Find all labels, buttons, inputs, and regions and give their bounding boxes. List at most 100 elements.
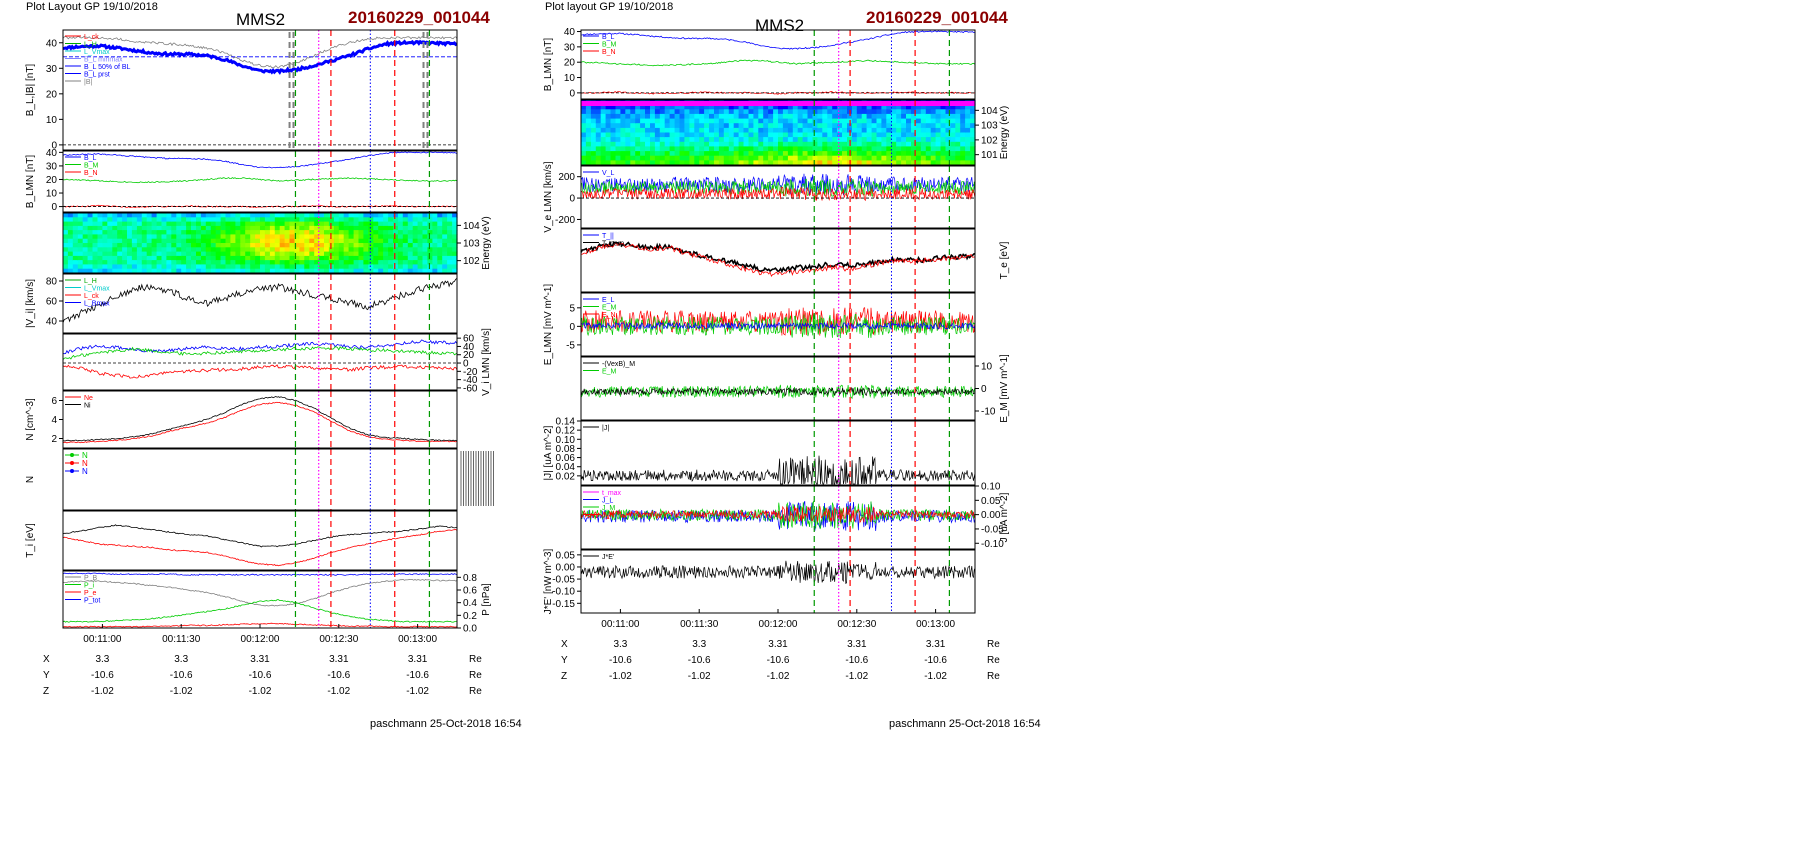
spectrogram-cell xyxy=(378,217,384,223)
y-tick-label: 0 xyxy=(569,194,575,205)
spectrogram-cell xyxy=(723,104,730,110)
spectrogram-cell xyxy=(235,243,241,248)
spectrogram-cell xyxy=(220,225,227,231)
spectrogram-cell xyxy=(264,243,271,248)
spectrogram-cell xyxy=(620,127,626,134)
legend-label: E_M xyxy=(602,305,617,312)
spectrogram-cell xyxy=(620,132,626,138)
spectrogram-cell xyxy=(353,238,360,244)
spectrogram-cell xyxy=(417,213,424,218)
spectrogram-cell xyxy=(837,155,843,161)
spectrogram-cell xyxy=(338,243,345,248)
spectrogram-cell xyxy=(851,137,858,143)
spectrogram-cell xyxy=(215,225,222,231)
spectrogram-cell xyxy=(378,243,384,248)
spectrogram-cell xyxy=(338,260,345,265)
spectrogram-cell xyxy=(353,260,360,265)
spectrogram-cell xyxy=(940,113,946,120)
spectrogram-cell xyxy=(674,118,681,124)
spectrogram-cell xyxy=(77,225,84,231)
spectrogram-cell xyxy=(363,238,369,244)
spectrogram-cell xyxy=(718,113,725,120)
spectrogram-cell xyxy=(353,234,360,240)
spectrogram-cell xyxy=(136,230,143,235)
spectrogram-cell xyxy=(807,104,813,110)
spectrogram-cell xyxy=(363,260,369,265)
spectrogram-cell xyxy=(122,238,128,244)
spectrogram-cell xyxy=(738,132,745,138)
spectrogram-cell xyxy=(659,151,666,157)
spectrogram-cell xyxy=(615,137,621,143)
spectrogram-cell xyxy=(920,127,927,134)
spectrogram-cell xyxy=(945,141,951,147)
left-footer: paschmann 25-Oct-2018 16:54 xyxy=(370,718,522,730)
spectrogram-cell xyxy=(709,109,715,115)
spectrogram-cell xyxy=(437,264,443,270)
spectrogram-cell xyxy=(773,160,779,166)
spectrogram-cell xyxy=(896,123,902,129)
spectrogram-cell xyxy=(186,217,192,223)
spectrogram-cell xyxy=(156,234,163,240)
spectrogram-cell xyxy=(753,118,759,124)
y-axis-label: T_e [eV] xyxy=(999,241,1010,279)
spectrogram-cell xyxy=(348,238,355,244)
spectrogram-cell xyxy=(970,146,976,152)
spectrogram-cell xyxy=(709,137,715,143)
spectrogram-cell xyxy=(709,118,715,124)
spectrogram-cell xyxy=(610,123,616,129)
spectrogram-cell xyxy=(728,118,735,124)
spectrogram-cell xyxy=(215,238,222,244)
spectrogram-cell xyxy=(585,151,592,157)
spectrogram-cell xyxy=(156,221,163,227)
spectrogram-cell xyxy=(92,213,98,218)
spectrogram-cell xyxy=(659,113,666,120)
spectrogram-cell xyxy=(328,217,335,223)
spectrogram-cell xyxy=(240,255,246,261)
spectrogram-cell xyxy=(911,146,917,152)
spectrogram-cell xyxy=(92,238,98,244)
spectrogram-cell xyxy=(625,137,631,143)
spectrogram-cell xyxy=(595,109,602,115)
spectrogram-cell xyxy=(393,255,399,261)
spectrogram-cell xyxy=(876,160,882,166)
spectrogram-cell xyxy=(861,113,868,120)
legend-label: P_e xyxy=(84,590,97,597)
spectrogram-cell xyxy=(200,243,207,248)
spectrogram-cell xyxy=(181,268,187,274)
ephemeris-value: -10.6 xyxy=(91,670,114,681)
spectrogram-cell xyxy=(792,155,799,161)
spectrogram-cell xyxy=(72,260,79,265)
spectrogram-cell xyxy=(333,217,340,223)
spectrogram-cell xyxy=(333,251,340,257)
series-L5-V_iN xyxy=(62,364,458,379)
spectrogram-cell xyxy=(600,109,607,115)
spectrogram-cell xyxy=(689,151,695,157)
spectrogram-cell xyxy=(112,268,118,274)
spectrogram-cell xyxy=(664,151,671,157)
spectrogram-cell xyxy=(812,123,818,129)
spectrogram-cell xyxy=(773,137,779,143)
spectrogram-cell xyxy=(156,268,163,274)
spectrogram-cell xyxy=(960,137,966,143)
spectrogram-cell xyxy=(97,264,103,270)
spectrogram-cell xyxy=(269,217,276,223)
spectrogram-cell xyxy=(679,118,685,124)
spectrogram-cell xyxy=(250,230,256,235)
ephemeris-value: -1.02 xyxy=(327,686,350,697)
spectrogram-cell xyxy=(343,251,350,257)
spectrogram-cell xyxy=(338,247,345,253)
spectrogram-cell xyxy=(650,123,656,129)
spectrogram-cell xyxy=(753,141,759,147)
spectrogram-cell xyxy=(812,146,818,152)
spectrogram-cell xyxy=(851,151,858,157)
spectrogram-cell xyxy=(866,137,873,143)
spectrogram-cell xyxy=(876,151,882,157)
spectrogram-cell xyxy=(122,243,128,248)
spectrogram-cell xyxy=(87,247,94,253)
spectrogram-cell xyxy=(333,238,340,244)
spectrogram-cell xyxy=(230,260,236,265)
spectrogram-cell xyxy=(343,243,350,248)
spectrogram-cell xyxy=(856,141,863,147)
spectrogram-cell xyxy=(151,255,158,261)
